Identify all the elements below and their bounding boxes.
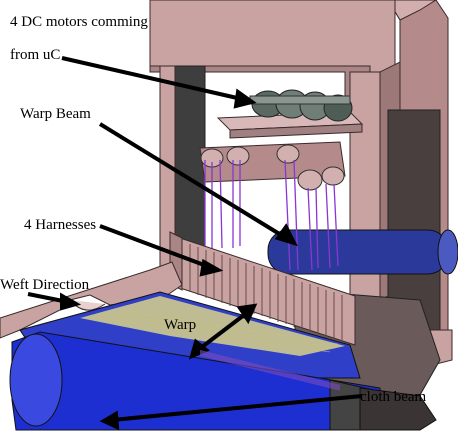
label-weft-direction: Weft Direction bbox=[0, 277, 90, 293]
dc-motors bbox=[249, 89, 353, 122]
annotation-arrows bbox=[27, 56, 363, 431]
arrow-warp bbox=[188, 303, 258, 360]
left-side-wall bbox=[0, 261, 183, 339]
arrow-warp-beam bbox=[98, 122, 298, 247]
arrow-cloth-beam bbox=[99, 394, 363, 431]
label-cloth-beam: cloth beam bbox=[360, 389, 427, 405]
cloth-beam bbox=[9, 331, 437, 431]
label-warp: Warp bbox=[164, 317, 197, 333]
arrow-motors bbox=[61, 56, 257, 109]
warp-beam bbox=[267, 229, 458, 275]
pulleys bbox=[199, 141, 346, 191]
weave-pattern bbox=[200, 349, 340, 391]
label-motors: 4 DC motors comming bbox=[10, 14, 148, 30]
arrow-weft bbox=[27, 292, 82, 311]
arrow-harnesses bbox=[99, 224, 224, 277]
label-motors-line2: from uC bbox=[10, 47, 61, 63]
label-harnesses: 4 Harnesses bbox=[24, 217, 97, 233]
label-warp-beam: Warp Beam bbox=[20, 106, 91, 122]
